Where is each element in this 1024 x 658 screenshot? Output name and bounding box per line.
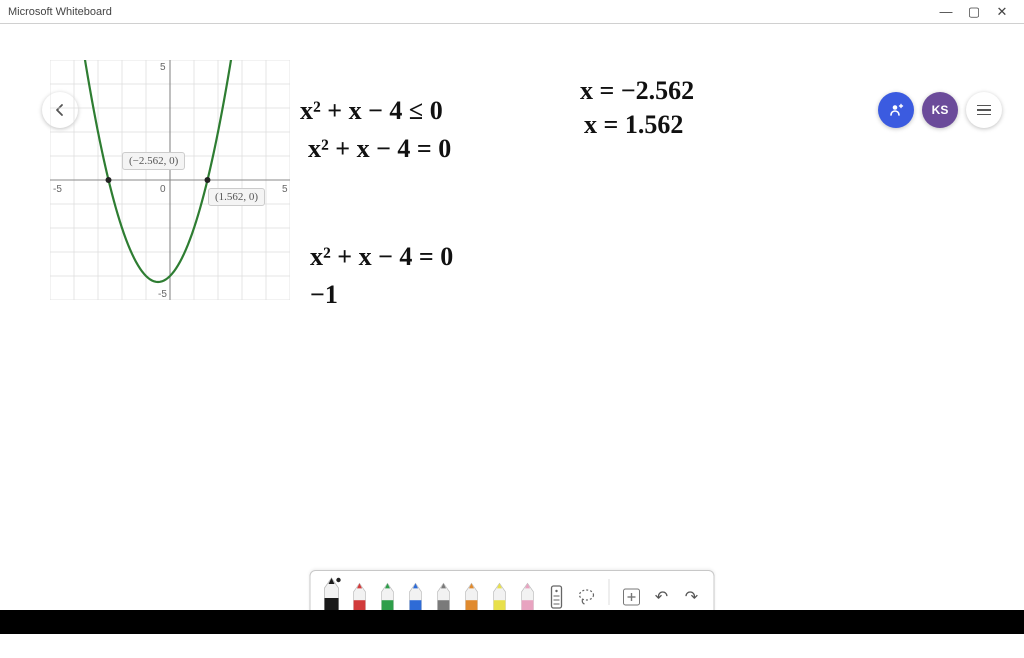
ink-line-5: x² + x − 4 = 0 bbox=[310, 240, 453, 274]
svg-text:5: 5 bbox=[160, 62, 166, 73]
redo-button[interactable]: ↷ bbox=[680, 582, 704, 612]
hamburger-icon bbox=[977, 105, 991, 116]
user-initials: KS bbox=[932, 103, 949, 117]
tool-tray: ↶↷ bbox=[310, 570, 715, 612]
close-button[interactable]: ✕ bbox=[988, 4, 1016, 20]
undo-button[interactable]: ↶ bbox=[650, 582, 674, 612]
highlighter-yellow[interactable] bbox=[489, 580, 511, 612]
svg-text:-5: -5 bbox=[53, 184, 62, 195]
ink-line-2: x² + x − 4 = 0 bbox=[308, 132, 451, 166]
svg-text:5: 5 bbox=[282, 184, 288, 195]
ink-line-6: −1 bbox=[310, 278, 338, 312]
ink-line-4: x = 1.562 bbox=[584, 108, 683, 142]
whiteboard-canvas[interactable]: KS -5 5 5 -5 0 (−2.562, 0) (1.562, 0) x² + x… bbox=[0, 24, 1024, 634]
maximize-button[interactable]: ▢ bbox=[960, 4, 988, 20]
settings-menu-button[interactable] bbox=[966, 92, 1002, 128]
pen-green[interactable] bbox=[377, 580, 399, 612]
svg-text:-5: -5 bbox=[158, 289, 167, 300]
minimize-button[interactable]: — bbox=[932, 4, 960, 19]
pen-red[interactable] bbox=[349, 580, 371, 612]
share-button[interactable] bbox=[878, 92, 914, 128]
lasso-tool[interactable] bbox=[575, 582, 599, 612]
ruler-tool[interactable] bbox=[545, 582, 569, 612]
title-bar: Microsoft Whiteboard — ▢ ✕ bbox=[0, 0, 1024, 24]
bottom-bar bbox=[0, 610, 1024, 634]
ink-line-3: x = −2.562 bbox=[580, 74, 694, 108]
pen-gray[interactable] bbox=[433, 580, 455, 612]
svg-text:0: 0 bbox=[160, 184, 166, 195]
add-button[interactable] bbox=[620, 582, 644, 612]
parabola-graph: -5 5 5 -5 0 (−2.562, 0) (1.562, 0) bbox=[50, 60, 290, 300]
eraser[interactable] bbox=[517, 580, 539, 612]
user-avatar[interactable]: KS bbox=[922, 92, 958, 128]
app-title: Microsoft Whiteboard bbox=[8, 6, 112, 18]
ink-line-1: x² + x − 4 ≤ 0 bbox=[300, 94, 443, 128]
undo-icon: ↶ bbox=[655, 587, 668, 607]
pen-orange[interactable] bbox=[461, 580, 483, 612]
root-label-left: (−2.562, 0) bbox=[122, 152, 185, 170]
redo-icon: ↷ bbox=[685, 587, 698, 607]
person-share-icon bbox=[888, 102, 904, 118]
pen-blue[interactable] bbox=[405, 580, 427, 612]
graph-svg: -5 5 5 -5 0 bbox=[50, 60, 290, 300]
pen-black[interactable] bbox=[321, 574, 343, 612]
root-label-right: (1.562, 0) bbox=[208, 188, 265, 206]
